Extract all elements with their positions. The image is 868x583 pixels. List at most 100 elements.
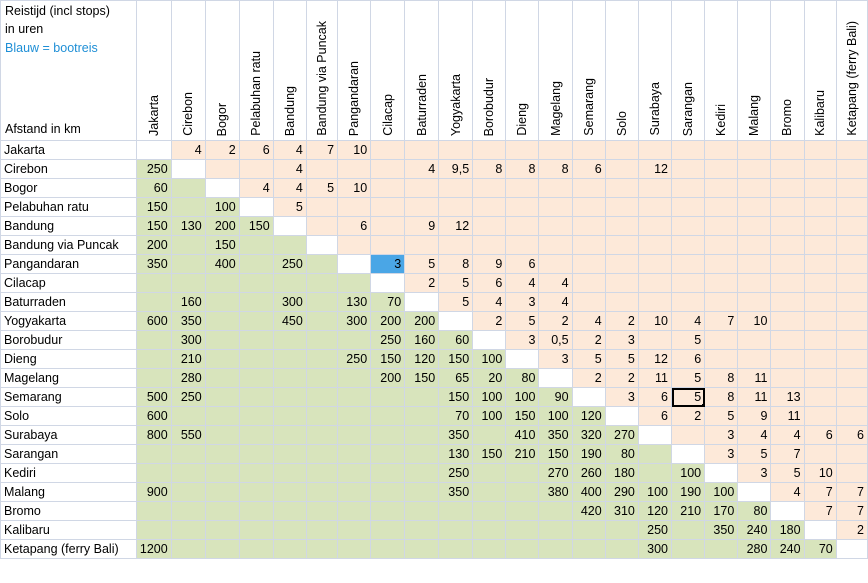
row-header[interactable]: Bogor [0, 178, 137, 198]
table-cell[interactable] [472, 330, 507, 350]
table-cell[interactable]: 240 [770, 539, 805, 559]
table-cell[interactable] [272, 406, 307, 426]
table-cell[interactable] [505, 482, 540, 502]
table-cell[interactable] [571, 140, 606, 160]
table-cell[interactable] [170, 444, 206, 464]
table-cell[interactable]: 10 [803, 463, 837, 483]
table-cell[interactable] [238, 311, 274, 331]
table-cell[interactable]: 130 [337, 292, 372, 312]
table-cell[interactable] [571, 254, 606, 274]
table-cell[interactable] [305, 273, 339, 293]
table-cell[interactable]: 210 [505, 444, 540, 464]
table-cell[interactable] [305, 349, 339, 369]
row-header[interactable]: Surabaya [0, 425, 137, 445]
table-cell[interactable] [704, 273, 739, 293]
table-cell[interactable] [505, 216, 540, 236]
column-header[interactable]: Bandung [272, 0, 307, 141]
table-cell[interactable]: 70 [370, 292, 406, 312]
table-cell[interactable]: 0,5 [538, 330, 573, 350]
table-cell[interactable] [472, 463, 507, 483]
corner-cell[interactable]: Reistijd (incl stops) in uren Blauw = bo… [0, 0, 137, 141]
table-cell[interactable] [438, 235, 474, 255]
row-header[interactable]: Baturraden [0, 292, 137, 312]
table-cell[interactable]: 4 [538, 273, 573, 293]
table-cell[interactable]: 5 [272, 197, 307, 217]
table-cell[interactable] [472, 140, 507, 160]
table-cell[interactable]: 120 [571, 406, 606, 426]
table-cell[interactable]: 12 [438, 216, 474, 236]
table-cell[interactable] [170, 406, 206, 426]
table-cell[interactable]: 5 [505, 311, 540, 331]
table-cell[interactable]: 250 [438, 463, 474, 483]
table-cell[interactable] [204, 539, 240, 559]
table-cell[interactable]: 2 [670, 406, 706, 426]
table-cell[interactable] [770, 501, 805, 521]
table-cell[interactable]: 3 [737, 463, 772, 483]
table-cell[interactable] [803, 349, 837, 369]
table-cell[interactable] [704, 178, 739, 198]
table-cell[interactable]: 240 [737, 520, 772, 540]
table-cell[interactable] [505, 349, 540, 369]
table-cell[interactable] [770, 140, 805, 160]
table-cell[interactable] [404, 482, 440, 502]
table-cell[interactable] [472, 539, 507, 559]
table-cell[interactable] [135, 330, 172, 350]
table-cell[interactable] [835, 216, 868, 236]
table-cell[interactable] [571, 539, 606, 559]
row-header[interactable]: Cilacap [0, 273, 137, 293]
table-cell[interactable] [238, 425, 274, 445]
table-cell[interactable] [835, 235, 868, 255]
table-cell[interactable]: 150 [204, 235, 240, 255]
table-cell[interactable] [505, 463, 540, 483]
table-cell[interactable] [170, 501, 206, 521]
table-cell[interactable]: 2 [604, 368, 639, 388]
table-cell[interactable] [305, 501, 339, 521]
table-cell[interactable]: 100 [472, 387, 507, 407]
table-cell[interactable]: 11 [737, 368, 772, 388]
table-cell[interactable]: 80 [737, 501, 772, 521]
table-cell[interactable]: 250 [272, 254, 307, 274]
table-cell[interactable] [135, 463, 172, 483]
table-cell[interactable] [135, 368, 172, 388]
table-cell[interactable] [272, 520, 307, 540]
table-cell[interactable] [637, 292, 673, 312]
table-cell[interactable] [737, 235, 772, 255]
row-header[interactable]: Semarang [0, 387, 137, 407]
table-cell[interactable]: 550 [170, 425, 206, 445]
table-cell[interactable]: 4 [670, 311, 706, 331]
table-cell[interactable] [704, 254, 739, 274]
table-cell[interactable] [604, 539, 639, 559]
table-cell[interactable] [835, 311, 868, 331]
table-cell[interactable] [604, 254, 639, 274]
table-cell[interactable] [238, 501, 274, 521]
table-cell[interactable] [370, 178, 406, 198]
table-cell[interactable]: 280 [737, 539, 772, 559]
table-cell[interactable] [505, 178, 540, 198]
table-cell[interactable] [571, 178, 606, 198]
table-cell[interactable]: 300 [170, 330, 206, 350]
table-cell[interactable] [505, 197, 540, 217]
column-header[interactable]: Sarangan [670, 0, 706, 141]
table-cell[interactable] [170, 254, 206, 274]
table-cell[interactable]: 2 [204, 140, 240, 160]
table-cell[interactable]: 150 [438, 349, 474, 369]
table-cell[interactable] [337, 501, 372, 521]
table-cell[interactable] [704, 292, 739, 312]
table-cell[interactable] [835, 539, 868, 559]
column-header[interactable]: Malang [737, 0, 772, 141]
table-cell[interactable] [305, 387, 339, 407]
table-cell[interactable] [272, 387, 307, 407]
table-cell[interactable] [770, 178, 805, 198]
table-cell[interactable] [637, 140, 673, 160]
table-cell[interactable]: 4 [272, 159, 307, 179]
table-cell[interactable]: 310 [604, 501, 639, 521]
table-cell[interactable]: 5 [305, 178, 339, 198]
table-cell[interactable]: 4 [404, 159, 440, 179]
table-cell[interactable]: 10 [337, 178, 372, 198]
table-cell[interactable] [337, 159, 372, 179]
table-cell[interactable] [472, 235, 507, 255]
column-header[interactable]: Bromo [770, 0, 805, 141]
table-cell[interactable] [438, 520, 474, 540]
table-cell[interactable]: 2 [604, 311, 639, 331]
table-cell[interactable] [670, 159, 706, 179]
